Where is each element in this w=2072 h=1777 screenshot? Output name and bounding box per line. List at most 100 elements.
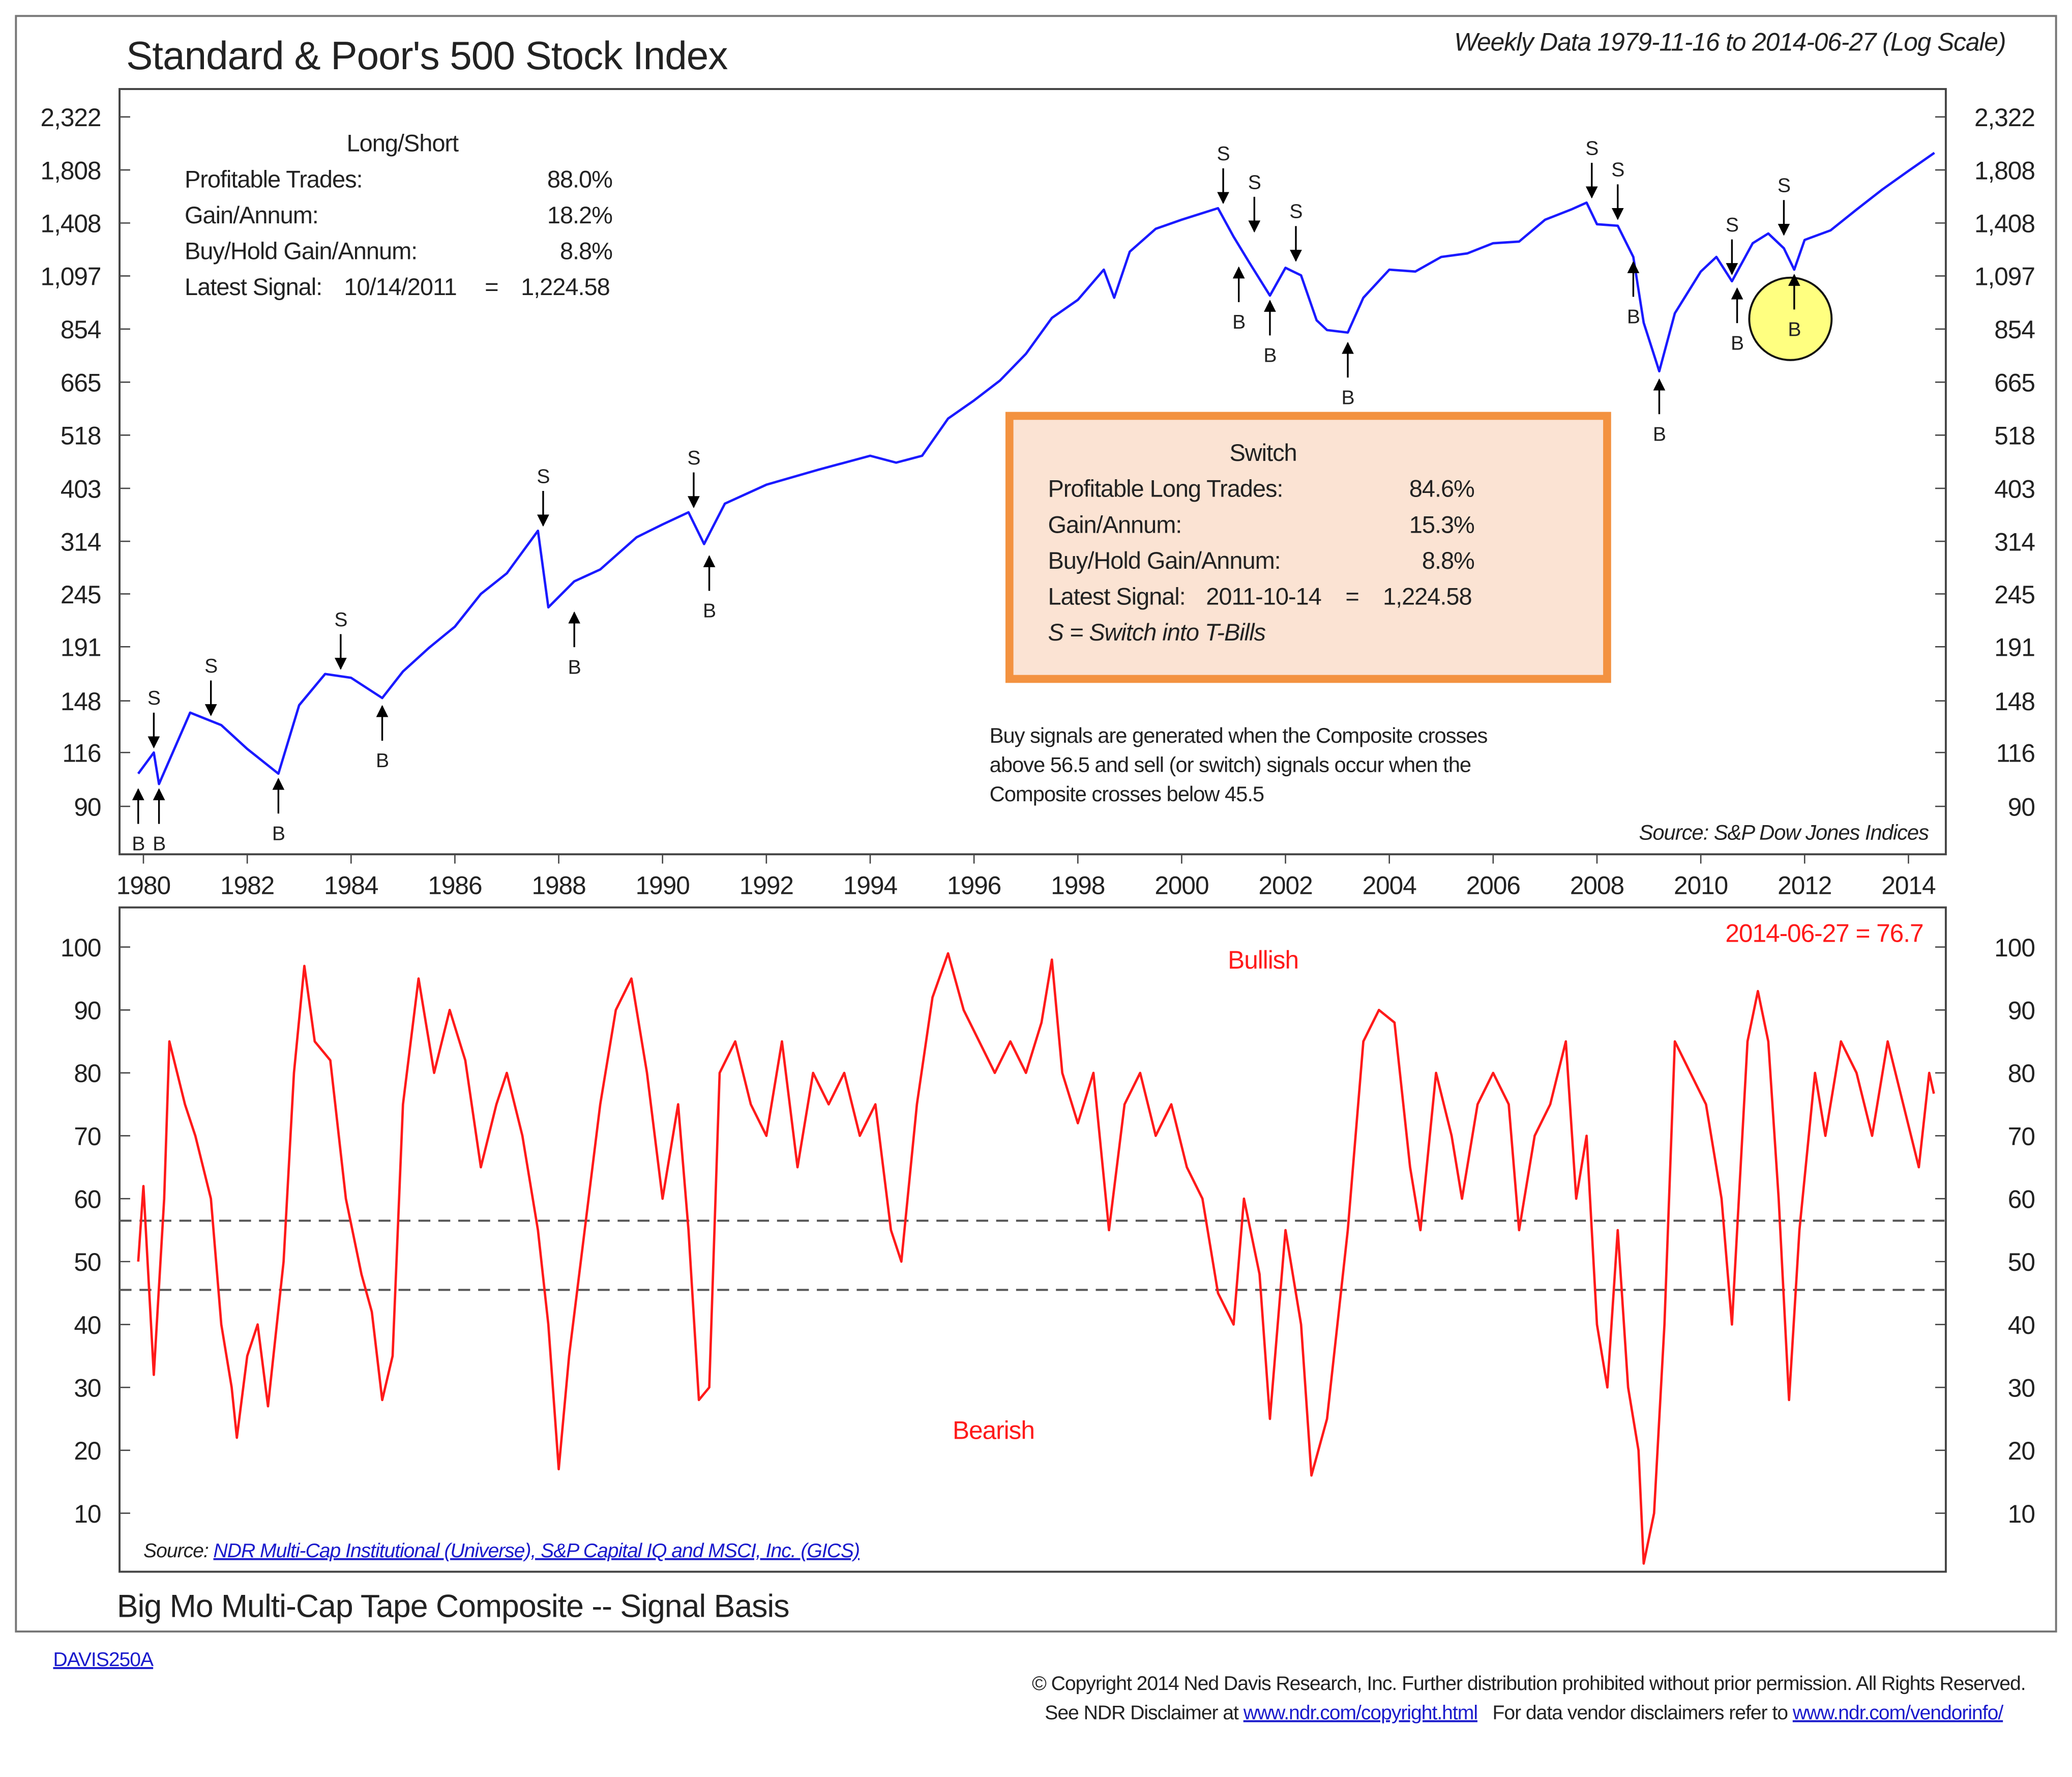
signal-label: B	[703, 600, 716, 622]
copyright: © Copyright 2014 Ned Davis Research, Inc…	[1032, 1673, 2026, 1695]
stat-value: 8.8%	[1422, 547, 1474, 574]
source-label: Source:	[143, 1540, 209, 1562]
y-tick-label-right: 60	[2008, 1185, 2035, 1214]
y-tick-label: 1,408	[41, 210, 101, 238]
note-line: Buy signals are generated when the Compo…	[990, 723, 1488, 747]
y-tick-label-right: 80	[2008, 1059, 2035, 1088]
y-tick-label: 854	[61, 315, 101, 344]
x-tick-label: 1986	[428, 871, 482, 900]
stat-label: Profitable Trades:	[185, 165, 363, 192]
y-tick-label-right: 314	[1994, 528, 2035, 556]
vendor-link[interactable]: www.ndr.com/vendorinfo/	[1792, 1702, 2004, 1724]
stat-label: Buy/Hold Gain/Annum:	[1048, 547, 1281, 574]
x-tick-label: 2010	[1674, 871, 1728, 900]
signal-label: S	[204, 655, 217, 677]
signal: B	[272, 777, 285, 844]
signal-label: B	[132, 833, 144, 855]
signal: S	[1611, 159, 1624, 220]
signal: B	[1263, 300, 1277, 367]
signal: B	[1342, 341, 1355, 409]
stat-date: 10/14/2011	[344, 273, 456, 300]
switch-note: S = Switch into T-Bills	[1048, 619, 1266, 646]
y-tick-label: 70	[74, 1122, 101, 1151]
stat-date: 2011-10-14	[1206, 582, 1321, 609]
y-tick-label-right: 245	[1994, 580, 2035, 609]
signal: S	[1248, 171, 1261, 233]
signal-label: S	[1778, 175, 1790, 197]
y-tick-label: 50	[74, 1248, 101, 1276]
signal-label: S	[1289, 201, 1302, 223]
source-link[interactable]: NDR Multi-Cap Institutional (Universe), …	[214, 1540, 860, 1562]
y-tick-label-right: 90	[2008, 997, 2035, 1025]
x-tick-label: 2004	[1363, 871, 1417, 900]
bearish-label: Bearish	[953, 1416, 1034, 1444]
data-line	[137, 152, 1935, 785]
y-tick-label: 148	[61, 687, 101, 716]
signal-label: S	[687, 447, 700, 469]
y-tick-label-right: 1,097	[1974, 263, 2035, 291]
signal-label: S	[1585, 137, 1598, 159]
signal: B	[703, 555, 716, 622]
y-tick-label: 1,808	[41, 156, 101, 185]
y-tick-label: 116	[63, 739, 101, 768]
y-tick-label-right: 40	[2008, 1311, 2035, 1339]
x-tick-label: 2008	[1570, 871, 1624, 900]
y-tick-label-right: 854	[1994, 315, 2035, 344]
x-tick-label: 1994	[843, 871, 898, 900]
x-tick-label: 1992	[739, 871, 793, 900]
y-tick-label: 245	[61, 580, 101, 609]
y-tick-label: 10	[74, 1500, 101, 1528]
y-tick-label-right: 10	[2008, 1500, 2035, 1528]
copyright-link[interactable]: www.ndr.com/copyright.html	[1243, 1702, 1478, 1724]
stat-label: Profitable Long Trades:	[1048, 475, 1283, 502]
signal-label: S	[1217, 143, 1230, 165]
y-tick-label-right: 30	[2008, 1374, 2035, 1402]
bottom-title: Big Mo Multi-Cap Tape Composite -- Signa…	[117, 1588, 789, 1624]
stat-value: 15.3%	[1409, 511, 1474, 538]
signal: S	[1726, 214, 1739, 275]
y-tick-label-right: 1,408	[1974, 210, 2035, 238]
y-tick-label-right: 70	[2008, 1122, 2035, 1151]
y-tick-label: 314	[61, 528, 101, 556]
signal-label: B	[376, 750, 389, 772]
y-tick-label: 191	[61, 633, 101, 662]
outer-frame	[15, 15, 2057, 1633]
signal-label: S	[147, 687, 160, 709]
signal: B	[1788, 274, 1801, 341]
stats-title: Long/Short	[347, 130, 459, 157]
chart-id[interactable]: DAVIS250A	[53, 1649, 155, 1671]
signal-label: B	[1232, 311, 1245, 333]
x-tick-label: 2012	[1778, 871, 1831, 900]
y-tick-label-right: 1,808	[1974, 156, 2035, 185]
signal: S	[1217, 143, 1230, 205]
note-line: Composite crosses below 45.5	[990, 782, 1264, 806]
signal-label: B	[1788, 319, 1800, 341]
y-tick-label-right: 100	[1994, 934, 2035, 962]
stat-value: 84.6%	[1409, 475, 1474, 502]
stat-value: 18.2%	[547, 201, 612, 228]
signal-label: B	[1731, 332, 1743, 354]
y-tick-label: 90	[74, 793, 101, 821]
signal-label: B	[1342, 387, 1354, 409]
last-value-annotation: 2014-06-27 = 76.7	[1725, 919, 1923, 948]
bullish-label: Bullish	[1228, 946, 1298, 974]
y-tick-label-right: 20	[2008, 1437, 2035, 1465]
y-tick-label: 665	[61, 368, 101, 397]
stat-label: Latest Signal:	[1048, 582, 1186, 609]
signal-label: B	[153, 833, 165, 855]
signal-label: B	[1627, 306, 1640, 328]
x-tick-label: 1996	[947, 871, 1001, 900]
switch-title: Switch	[1229, 439, 1296, 466]
x-tick-label: 2000	[1155, 871, 1208, 900]
signal: S	[1289, 201, 1303, 262]
source: Source: S&P Dow Jones Indices	[1639, 821, 1930, 844]
x-tick-label: 1990	[636, 871, 690, 900]
y-tick-label: 60	[74, 1185, 101, 1214]
x-tick-label: 1988	[531, 871, 585, 900]
signal: B	[1232, 266, 1246, 333]
signal: B	[568, 611, 581, 678]
stat-sep: =	[1345, 582, 1358, 609]
vendor-text: For data vendor disclaimers refer to	[1477, 1702, 1793, 1724]
signal: B	[153, 788, 166, 855]
